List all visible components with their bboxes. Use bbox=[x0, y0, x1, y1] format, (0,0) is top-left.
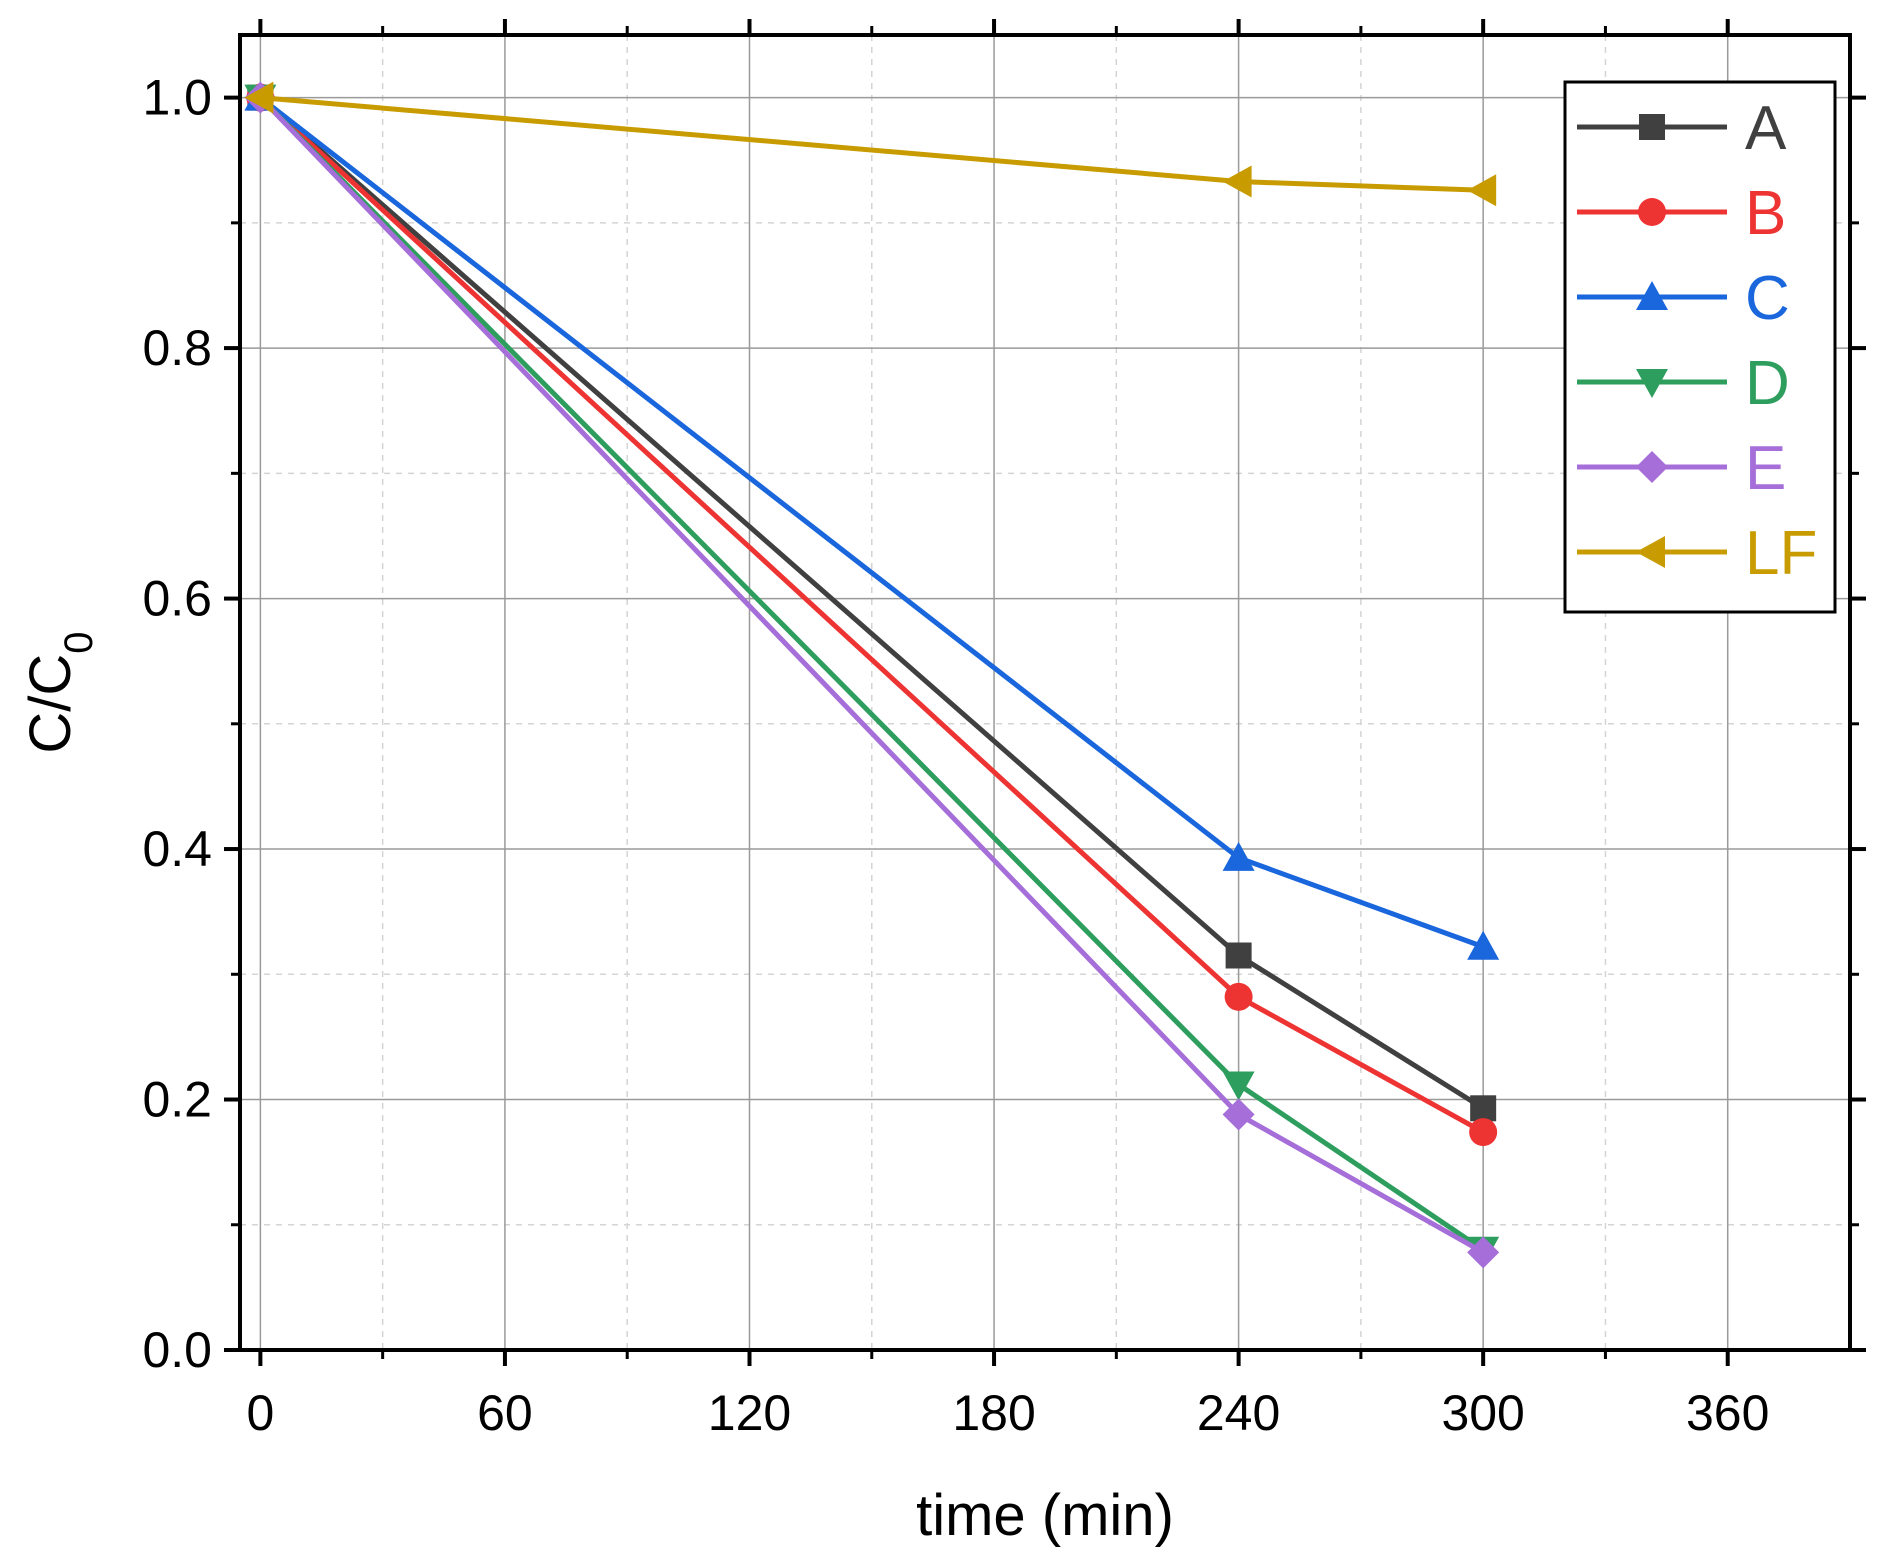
legend-label: D bbox=[1745, 349, 1790, 418]
legend-item-d: D bbox=[1577, 349, 1790, 418]
series-group bbox=[244, 81, 1500, 1269]
legend-marker bbox=[1636, 451, 1668, 483]
x-tick-label: 120 bbox=[708, 1385, 791, 1441]
data-point-a bbox=[1470, 1095, 1497, 1122]
legend-marker bbox=[1636, 281, 1668, 310]
data-point-b bbox=[1469, 1118, 1498, 1147]
y-axis-title-main: C/C bbox=[18, 654, 83, 754]
y-axis-title-subscript: 0 bbox=[57, 631, 101, 653]
x-tick-label: 0 bbox=[246, 1385, 274, 1441]
data-point-c bbox=[1467, 930, 1500, 960]
y-tick-label: 1.0 bbox=[142, 70, 212, 126]
legend-marker bbox=[1639, 114, 1665, 140]
legend-item-lf: LF bbox=[1577, 519, 1817, 588]
y-axis-title: C/C0 bbox=[18, 631, 101, 753]
data-point-d bbox=[1222, 1071, 1255, 1101]
legend-label: LF bbox=[1745, 519, 1817, 588]
y-tick-label: 0.2 bbox=[142, 1072, 212, 1128]
legend-label: A bbox=[1745, 94, 1787, 163]
y-tick-label: 0.0 bbox=[142, 1322, 212, 1378]
data-point-lf bbox=[1467, 174, 1497, 207]
y-tick-label: 0.6 bbox=[142, 571, 212, 627]
data-point-b bbox=[1224, 982, 1253, 1011]
x-tick-label: 240 bbox=[1197, 1385, 1280, 1441]
legend-label: E bbox=[1745, 434, 1786, 503]
x-tick-label: 60 bbox=[477, 1385, 533, 1441]
data-point-a bbox=[1225, 942, 1252, 969]
svg-text:C/C0: C/C0 bbox=[18, 631, 101, 753]
legend-marker bbox=[1638, 198, 1666, 226]
y-tick-label: 0.4 bbox=[142, 821, 212, 877]
axes: 0 60 120 180 240 300 360 0.0 0.2 0.4 0.6 0.8 1.0 bbox=[142, 19, 1866, 1441]
legend-item-e: E bbox=[1577, 434, 1786, 503]
data-point-e bbox=[1467, 1236, 1500, 1269]
data-point-c bbox=[1222, 841, 1255, 871]
legend-item-b: B bbox=[1577, 179, 1786, 248]
data-point-e bbox=[1222, 1098, 1255, 1131]
plot-frame bbox=[238, 33, 1852, 1352]
legend-label: B bbox=[1745, 179, 1786, 248]
x-tick-label: 360 bbox=[1686, 1385, 1769, 1441]
series-lf bbox=[244, 81, 1497, 207]
x-axis-title: time (min) bbox=[916, 1483, 1174, 1548]
legend-box bbox=[1563, 80, 1837, 614]
legend-item-c: C bbox=[1577, 264, 1790, 333]
legend-item-a: A bbox=[1577, 94, 1787, 163]
x-tick-label: 300 bbox=[1441, 1385, 1524, 1441]
x-tick-label: 180 bbox=[952, 1385, 1035, 1441]
data-point-lf bbox=[1222, 165, 1252, 198]
y-tick-label: 0.8 bbox=[142, 320, 212, 376]
data-point-lf bbox=[244, 81, 274, 114]
legend-marker bbox=[1636, 536, 1665, 568]
legend-marker bbox=[1636, 369, 1668, 398]
legend-label: C bbox=[1745, 264, 1790, 333]
